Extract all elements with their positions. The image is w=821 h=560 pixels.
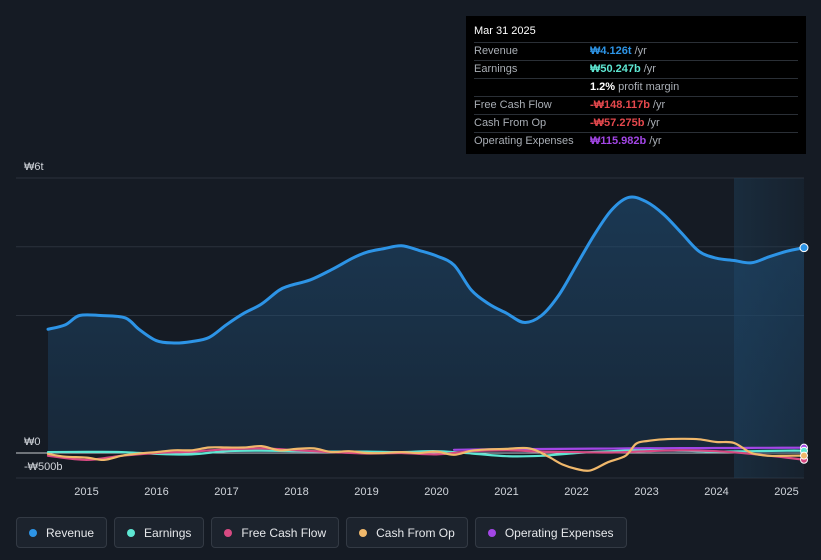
tooltip-value: ₩4.126t	[590, 45, 632, 57]
tooltip-label: Earnings	[474, 63, 518, 75]
chart: ₩6t ₩0 -₩500b 2015 2016 2017 2018 2019 2020 2021 2…	[16, 161, 809, 498]
legend-label: Revenue	[46, 525, 95, 540]
tooltip-label: Cash From Op	[474, 117, 547, 129]
tooltip-value: ₩115.982b	[590, 135, 647, 147]
tooltip-label: Free Cash Flow	[474, 99, 552, 111]
legend-label: Earnings	[144, 525, 192, 540]
legend-item-operating-expenses[interactable]: Operating Expenses	[474, 517, 627, 548]
tooltip-row-free-cash-flow: Free Cash Flow -₩148.117b /yr	[474, 97, 798, 115]
tooltip-row-revenue: Revenue ₩4.126t /yr	[474, 43, 798, 61]
legend-item-free-cash-flow[interactable]: Free Cash Flow	[211, 517, 340, 548]
x-tick-label: 2019	[354, 486, 378, 498]
tooltip-value: -₩57.275b	[590, 117, 645, 129]
legend-item-revenue[interactable]: Revenue	[16, 517, 108, 548]
x-tick-label: 2015	[74, 486, 98, 498]
tooltip-label: Operating Expenses	[474, 135, 574, 147]
y-tick-label: ₩0	[24, 436, 41, 448]
legend-dot-icon	[224, 528, 233, 537]
legend-item-earnings[interactable]: Earnings	[114, 517, 205, 548]
tooltip-value: 1.2%	[590, 81, 616, 93]
legend-dot-icon	[127, 528, 136, 537]
y-tick-label: ₩6t	[24, 161, 44, 173]
tooltip-unit: /yr	[643, 63, 656, 75]
x-tick-label: 2016	[144, 486, 168, 498]
x-tick-label: 2023	[634, 486, 658, 498]
free-cash-flow-line	[46, 447, 806, 462]
data-tooltip: Mar 31 2025 Revenue ₩4.126t /yr Earnings…	[466, 16, 806, 154]
legend-label: Operating Expenses	[504, 525, 614, 540]
x-tick-label: 2022	[564, 486, 588, 498]
legend-item-cash-from-op[interactable]: Cash From Op	[346, 517, 468, 548]
tooltip-label: Revenue	[474, 45, 519, 57]
legend-dot-icon	[29, 528, 37, 537]
revenue-end-point	[799, 243, 809, 253]
tooltip-value: -₩148.117b	[590, 99, 650, 111]
legend-label: Cash From Op	[376, 525, 455, 540]
x-tick-label: 2024	[704, 486, 728, 498]
y-tick-label: -₩500b	[24, 461, 63, 473]
tooltip-unit: /yr	[647, 117, 660, 129]
tooltip-row-operating-expenses: Operating Expenses ₩115.982b /yr	[474, 133, 798, 150]
tooltip-unit: /yr	[652, 99, 666, 111]
legend-dot-icon	[359, 528, 368, 537]
tooltip-date: Mar 31 2025	[474, 24, 798, 43]
revenue-area	[48, 196, 804, 453]
x-tick-label: 2018	[284, 486, 308, 498]
tooltip-row-earnings: Earnings ₩50.247b /yr	[474, 61, 798, 79]
legend-dot-icon	[487, 528, 496, 537]
cash-from-op-line	[46, 437, 806, 472]
tooltip-value: ₩50.247b	[590, 63, 641, 75]
revenue-line	[46, 195, 806, 345]
x-tick-label: 2021	[494, 486, 518, 498]
tooltip-unit: /yr	[634, 45, 647, 57]
tooltip-row-cash-from-op: Cash From Op -₩57.275b /yr	[474, 115, 798, 133]
tooltip-unit: profit margin	[618, 81, 680, 93]
tooltip-row-profit-margin: 1.2% profit margin	[474, 79, 798, 97]
tooltip-unit: /yr	[649, 135, 662, 147]
x-tick-label: 2025	[774, 486, 798, 498]
cash-from-op-end-point	[800, 451, 808, 460]
x-tick-label: 2017	[214, 486, 238, 498]
tooltip-label	[474, 79, 590, 96]
legend-label: Free Cash Flow	[241, 525, 327, 540]
chart-legend: Revenue Earnings Free Cash Flow Cash Fro…	[16, 517, 627, 548]
x-tick-label: 2020	[424, 486, 448, 498]
